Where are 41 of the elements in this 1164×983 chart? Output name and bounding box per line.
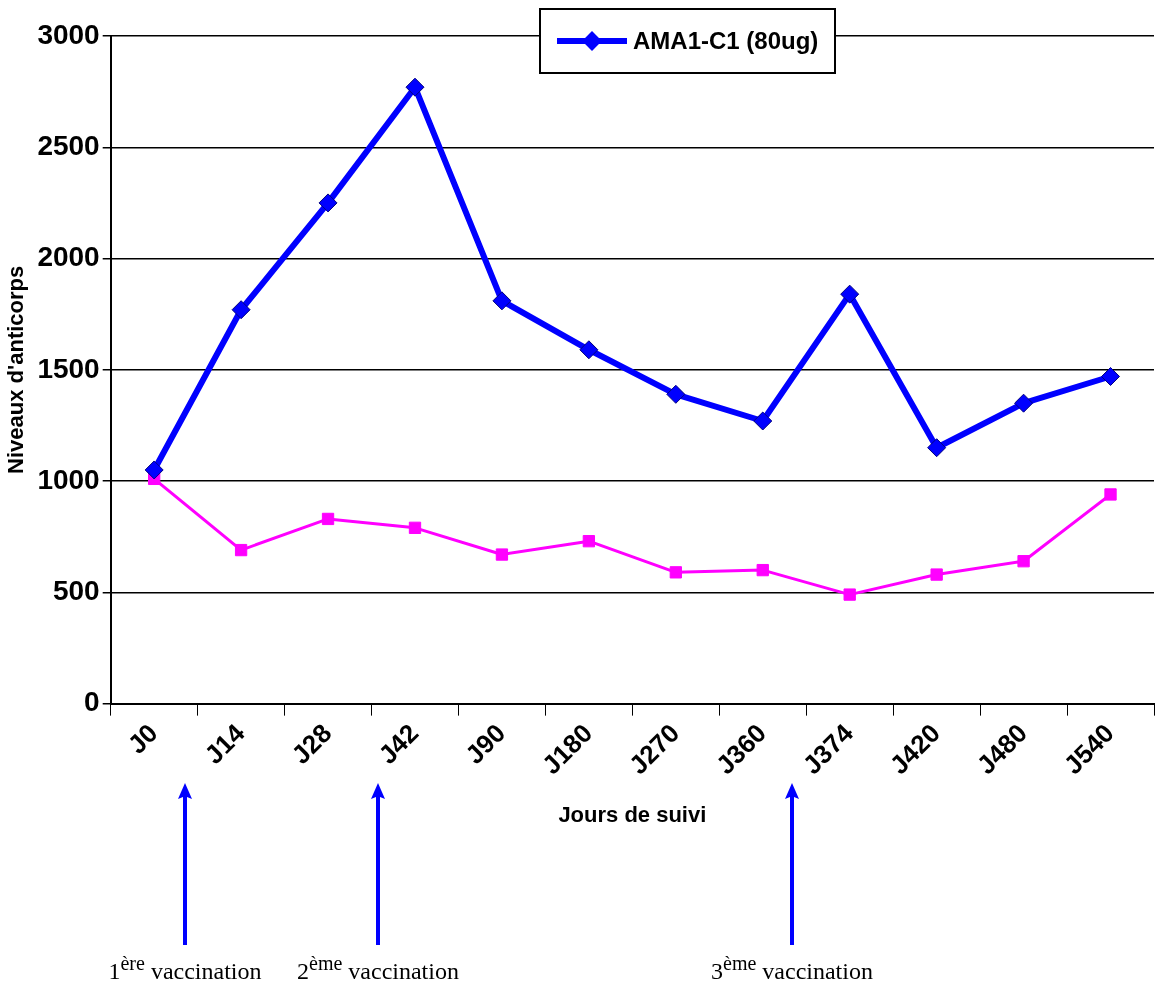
y-tick-label: 2000 [37,241,100,273]
x-tick-label: J0 [121,717,164,760]
point [408,521,422,534]
point [666,384,686,404]
point [753,411,773,431]
point [405,77,425,97]
point [840,284,860,304]
point [1014,393,1034,413]
text: 3$^{ème}$ vaccination [711,952,873,983]
x-axis-title: Jours de suivi [558,801,707,827]
point [669,566,682,579]
point [318,193,338,213]
text: 2$^{ème}$ vaccination [297,952,459,983]
point [843,588,856,601]
point [582,535,596,548]
legend-label: AMA1-C1 (80ug) [633,27,819,55]
y-tick-label: 500 [52,575,100,607]
point [1101,367,1121,386]
point [492,291,512,311]
point [1104,488,1117,501]
y-axis-title: Niveaux d'anticorps [3,265,29,474]
y-tick-label: 0 [84,686,100,718]
text: 1$^{ère}$ vaccination [108,952,262,983]
y-tick-label: 1000 [37,463,100,495]
y-tick-label: 3000 [37,18,100,50]
point [321,512,335,526]
point [495,548,509,561]
x-tick-label: J14 [198,717,251,770]
y-tick-label: 2500 [37,129,100,161]
x-tick-label: J90 [459,717,512,770]
point [1017,555,1030,568]
y-tick-label: 1500 [37,352,100,384]
x-tick-label: J42 [372,717,425,770]
point [231,300,251,320]
point [144,460,164,480]
point [756,563,769,577]
point [234,543,248,557]
point [930,568,943,581]
point [927,438,947,458]
point [579,340,599,360]
x-tick-label: J28 [285,717,338,770]
